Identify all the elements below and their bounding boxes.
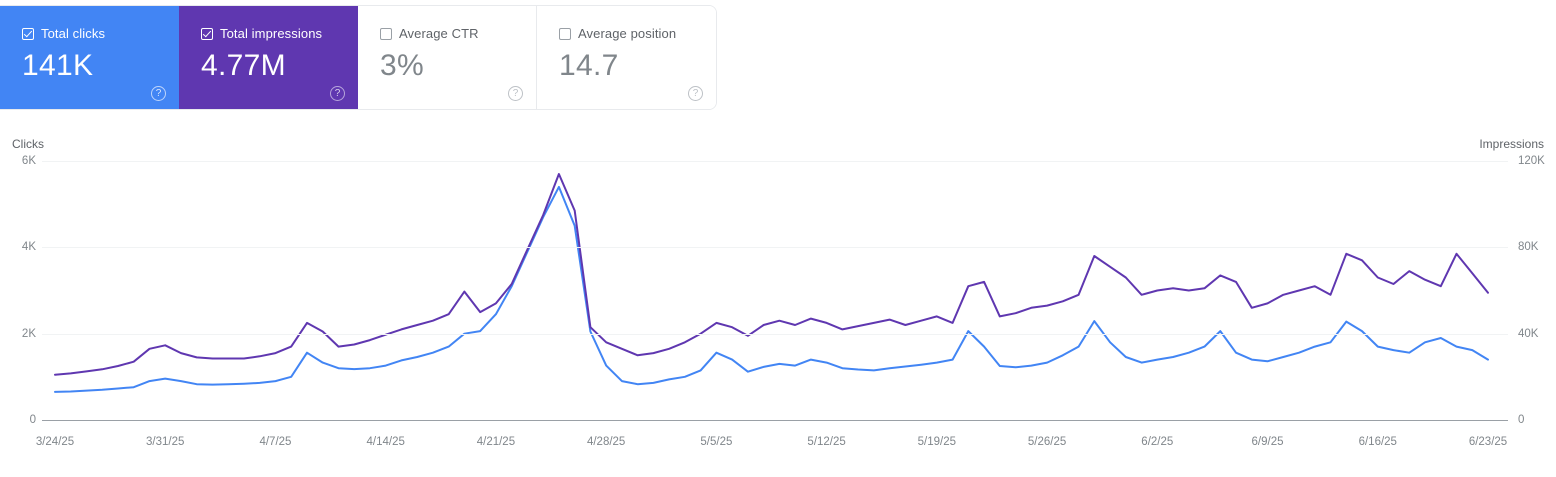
metric-card-total-impressions[interactable]: Total impressions 4.77M? bbox=[179, 6, 358, 109]
left-y-tick: 0 bbox=[29, 414, 36, 426]
gridline bbox=[42, 161, 1508, 162]
left-y-tick: 2K bbox=[21, 327, 36, 340]
left-axis-title: Clicks bbox=[12, 137, 44, 151]
metric-value: 14.7 bbox=[559, 49, 619, 82]
metric-value: 141K bbox=[22, 49, 94, 82]
left-y-tick: 4K bbox=[21, 241, 36, 254]
metric-cards-row: Total clicks 141K? Total impressions 4.77M?… bbox=[0, 5, 717, 110]
x-axis-tick: 6/16/25 bbox=[1358, 436, 1397, 448]
metric-checkbox-icon[interactable] bbox=[201, 28, 213, 40]
series-line-total-clicks bbox=[54, 185, 1489, 393]
metric-value: 3% bbox=[380, 49, 424, 82]
metric-label: Average CTR bbox=[399, 26, 479, 41]
metric-header: Average CTR bbox=[380, 26, 520, 42]
right-y-tick: 120K bbox=[1518, 155, 1545, 167]
x-axis-tick: 5/5/25 bbox=[700, 436, 733, 448]
right-y-tick: 0 bbox=[1518, 414, 1525, 426]
help-icon[interactable]: ? bbox=[151, 86, 166, 101]
x-axis-tick: 4/14/25 bbox=[366, 436, 405, 448]
x-axis-tick: 5/12/25 bbox=[807, 436, 846, 448]
metric-header: Total clicks bbox=[22, 26, 163, 42]
help-icon[interactable]: ? bbox=[508, 86, 523, 101]
metric-checkbox-icon[interactable] bbox=[380, 28, 392, 40]
series-line-total-impressions bbox=[54, 173, 1489, 376]
metric-value: 4.77M bbox=[201, 49, 286, 82]
right-axis-title: Impressions bbox=[1479, 137, 1544, 151]
x-axis-tick: 4/21/25 bbox=[476, 436, 516, 448]
x-axis-tick: 5/26/25 bbox=[1027, 436, 1067, 448]
metric-label: Average position bbox=[578, 26, 677, 41]
metric-label: Total clicks bbox=[41, 26, 106, 41]
metric-label: Total impressions bbox=[220, 26, 323, 41]
metric-checkbox-icon[interactable] bbox=[559, 28, 571, 40]
metric-card-total-clicks[interactable]: Total clicks 141K? bbox=[0, 6, 179, 109]
right-y-tick: 80K bbox=[1518, 241, 1539, 254]
metric-header: Average position bbox=[559, 26, 700, 42]
performance-chart: Clicks Impressions 0 0 2K 40K 4K 80K 6K 120K 3/… bbox=[0, 122, 1556, 477]
left-y-tick: 6K bbox=[21, 155, 36, 167]
x-axis-tick: 3/24/25 bbox=[35, 436, 75, 448]
gridline bbox=[42, 333, 1508, 335]
x-axis-tick: 4/7/25 bbox=[259, 436, 292, 448]
metric-header: Total impressions bbox=[201, 26, 342, 42]
plot-area: 0 0 2K 40K 4K 80K 6K 120K bbox=[0, 122, 1556, 432]
metric-card-average-ctr[interactable]: Average CTR 3%? bbox=[358, 6, 537, 109]
x-axis-tick: 6/23/25 bbox=[1468, 436, 1508, 448]
help-icon[interactable]: ? bbox=[688, 86, 703, 101]
series-lines bbox=[54, 173, 1489, 393]
gridline bbox=[42, 247, 1508, 249]
x-axis-tick: 3/31/25 bbox=[146, 436, 185, 448]
right-y-tick: 40K bbox=[1518, 327, 1539, 340]
metric-checkbox-icon[interactable] bbox=[22, 28, 34, 40]
x-axis-tick: 6/9/25 bbox=[1251, 436, 1284, 448]
metric-card-average-position[interactable]: Average position 14.7? bbox=[537, 6, 716, 109]
gridline bbox=[42, 420, 1508, 421]
help-icon[interactable]: ? bbox=[330, 86, 345, 101]
x-axis-tick: 4/28/25 bbox=[586, 436, 626, 448]
x-axis-tick: 6/2/25 bbox=[1141, 436, 1174, 448]
x-axis-tick: 5/19/25 bbox=[917, 436, 957, 448]
